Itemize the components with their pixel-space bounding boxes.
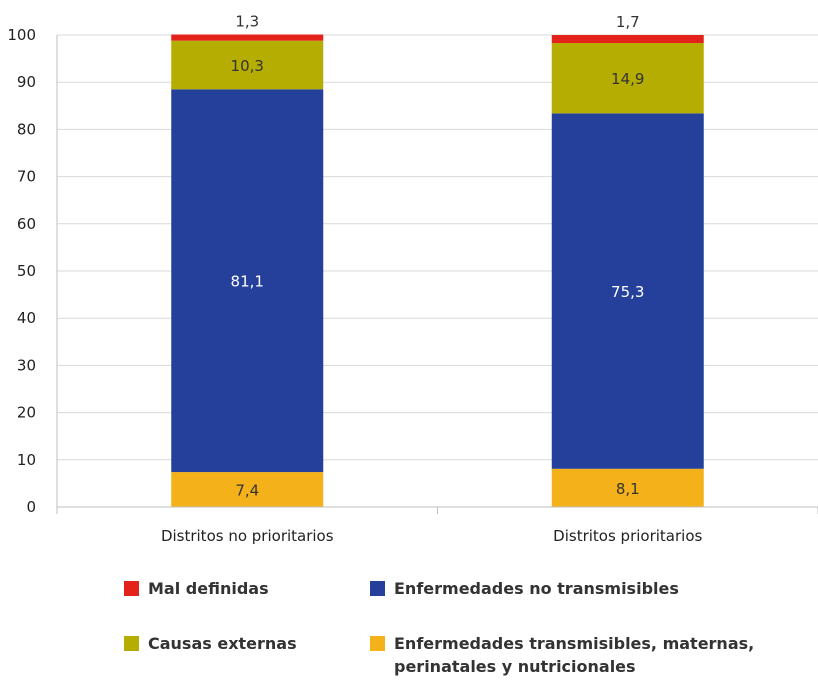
y-tick-label: 30 bbox=[17, 356, 36, 374]
bar-segment bbox=[171, 40, 324, 90]
legend-swatch-no-transmisibles bbox=[370, 581, 385, 596]
y-tick-label: 0 bbox=[26, 498, 36, 516]
y-tick-label: 100 bbox=[7, 26, 36, 44]
bars: 7,4 81,1 10,3 1,3 8,1 75,3 14,9 1,7 bbox=[171, 13, 704, 507]
x-category-label: Distritos prioritarios bbox=[553, 527, 702, 545]
x-axis: Distritos no prioritarios Distritos prior… bbox=[56, 506, 818, 545]
stacked-bar-chart: 0 10 20 30 40 50 60 70 80 90 100 7,4 81,1 10,3 1,3 8,1… bbox=[7, 13, 818, 545]
y-axis: 0 10 20 30 40 50 60 70 80 90 100 bbox=[7, 26, 58, 516]
data-label: 1,7 bbox=[616, 13, 640, 31]
bar-segment bbox=[171, 472, 324, 507]
bar-segment bbox=[551, 468, 704, 507]
legend-item-no-transmisibles: Enfermedades no transmisibles bbox=[370, 577, 814, 600]
y-tick-label: 70 bbox=[17, 168, 36, 186]
y-tick-label: 20 bbox=[17, 404, 36, 422]
y-tick-label: 10 bbox=[17, 451, 36, 469]
bar-segment bbox=[551, 43, 704, 114]
y-tick-label: 60 bbox=[17, 215, 36, 233]
legend-item-transmisibles: Enfermedades transmisibles, maternas, pe… bbox=[370, 632, 814, 678]
bar-segment bbox=[171, 89, 324, 473]
bar-segment bbox=[551, 35, 704, 44]
y-tick-label: 80 bbox=[17, 120, 36, 138]
data-label: 8,1 bbox=[616, 480, 640, 498]
legend-label-transmisibles: Enfermedades transmisibles, maternas, pe… bbox=[394, 634, 755, 676]
bar-segment bbox=[171, 34, 324, 41]
legend-label-no-transmisibles: Enfermedades no transmisibles bbox=[394, 579, 679, 598]
y-tick-label: 40 bbox=[17, 309, 36, 327]
legend-swatch-mal-definidas bbox=[124, 581, 139, 596]
legend-label-causas-externas: Causas externas bbox=[148, 634, 297, 653]
data-label: 14,9 bbox=[611, 70, 644, 88]
y-tick-label: 50 bbox=[17, 262, 36, 280]
data-label: 1,3 bbox=[235, 13, 259, 31]
data-label: 10,3 bbox=[231, 57, 264, 75]
y-tick-label: 90 bbox=[17, 73, 36, 91]
data-label: 81,1 bbox=[231, 273, 264, 291]
legend-swatch-transmisibles bbox=[370, 636, 385, 651]
legend-swatch-causas-externas bbox=[124, 636, 139, 651]
legend-item-causas-externas: Causas externas bbox=[124, 632, 568, 655]
grid-lines bbox=[57, 34, 818, 461]
legend-item-mal-definidas: Mal definidas bbox=[124, 577, 568, 600]
data-label: 75,3 bbox=[611, 283, 644, 301]
data-label: 7,4 bbox=[235, 482, 259, 500]
legend-label-mal-definidas: Mal definidas bbox=[148, 579, 269, 598]
x-category-label: Distritos no prioritarios bbox=[161, 527, 334, 545]
bar-segment bbox=[551, 113, 704, 469]
